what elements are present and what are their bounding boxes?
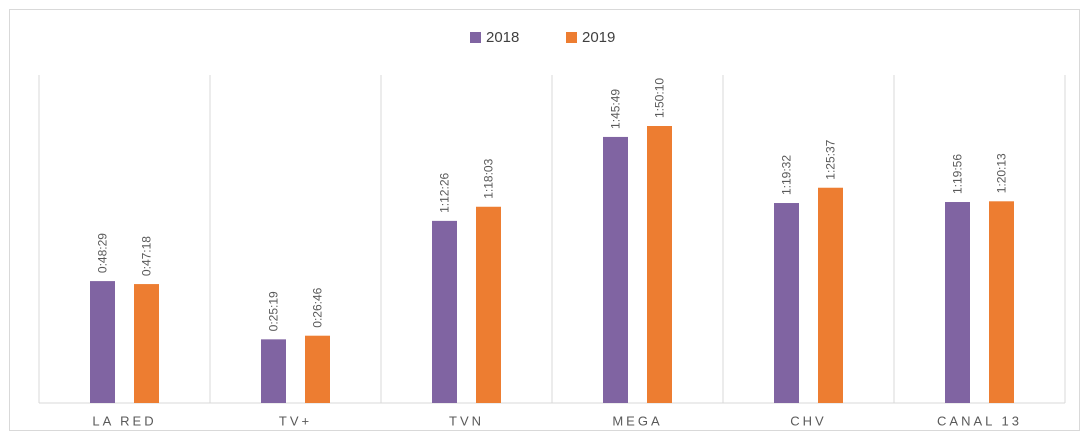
bar [432,220,457,403]
bar [647,126,672,403]
x-tick-label: TV+ [279,413,312,428]
value-label: 0:47:18 [140,236,154,276]
bar [134,284,159,403]
legend-label: 2018 [486,29,519,46]
legend-label: 2019 [582,29,615,46]
x-tick-label: MEGA [612,413,662,428]
bar [818,187,843,403]
legend-swatch [470,32,481,43]
x-tick-label: CHV [790,413,826,428]
value-label: 1:19:32 [780,155,794,195]
chart-frame [9,9,1080,431]
value-label: 1:25:37 [824,139,838,179]
value-label: 0:25:19 [267,291,281,331]
value-label: 1:18:03 [482,158,496,198]
value-label: 1:45:49 [609,89,623,129]
bar [476,206,501,403]
x-tick-label: LA RED [92,413,156,428]
bar [989,201,1014,403]
value-label: 1:19:56 [951,154,965,194]
value-label: 1:12:26 [438,173,452,213]
x-tick-label: CANAL 13 [937,413,1022,428]
bar [603,136,628,404]
bar [774,203,799,403]
x-tick-label: TVN [449,413,484,428]
value-label: 1:50:10 [653,78,667,118]
bar [90,281,115,403]
legend-swatch [566,32,577,43]
value-label: 0:26:46 [311,287,325,327]
bar [945,202,970,403]
bar [305,335,330,403]
bar [261,339,286,403]
value-label: 1:20:13 [995,153,1009,193]
value-label: 0:48:29 [96,233,110,273]
